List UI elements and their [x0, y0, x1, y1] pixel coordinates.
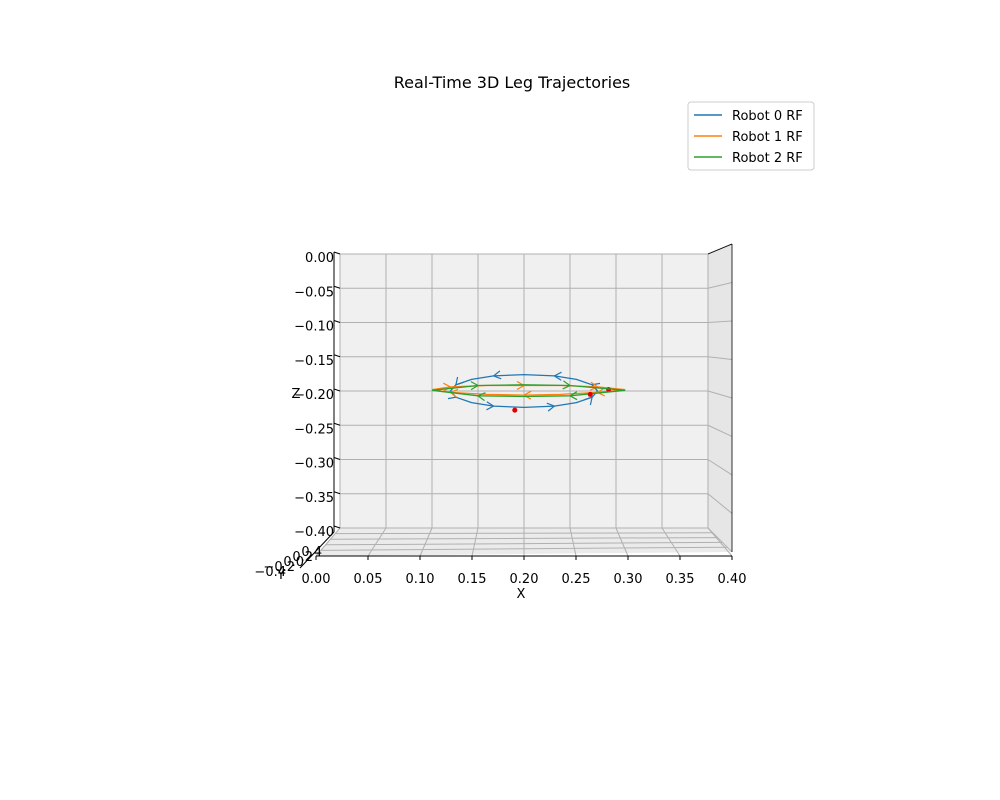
y-tick-label: −0.2: [263, 560, 295, 575]
direction-arrow-robot-2: [562, 380, 572, 390]
direction-arrow-robot-1: [522, 390, 532, 400]
y-tick-label: 0.2: [292, 550, 313, 565]
legend-item: Robot 2 RF: [694, 151, 803, 166]
legend-label-robot-1: Robot 1 RF: [732, 130, 803, 145]
side-gridline: [707, 459, 733, 476]
x-tick-label: 0.10: [406, 572, 435, 587]
x-axis-label: X: [517, 587, 526, 602]
floor-gridline: [315, 527, 341, 557]
y-gridline: [320, 546, 728, 551]
chart-title: Real-Time 3D Leg Trajectories: [394, 73, 631, 92]
side-gridline: [707, 320, 733, 323]
legend-label-robot-2: Robot 2 RF: [732, 151, 803, 166]
z-tick-label: 0.00: [305, 251, 334, 266]
z-tick-label: −0.20: [294, 388, 334, 403]
z-tick-label: −0.30: [294, 457, 334, 472]
legend-label-robot-0: Robot 0 RF: [732, 109, 803, 124]
side-gridline: [707, 527, 733, 553]
z-tick-label: −0.40: [294, 525, 334, 540]
z-tick-mark: [333, 320, 341, 323]
z-tick-mark: [333, 422, 341, 426]
floor-gridline: [367, 527, 387, 557]
legend-item: Robot 0 RF: [694, 109, 803, 124]
side-gridline: [707, 390, 733, 399]
z-tick-mark: [333, 457, 341, 460]
current-point-robot-0: [512, 407, 518, 413]
x-tick-label: 0.20: [510, 572, 539, 587]
y-axis-label: Y: [276, 568, 285, 583]
tick-labels: 0.00 0.05 0.10 0.15 0.20 0.25 0.30 0.35 0.400.00…: [254, 251, 746, 587]
z-tick-label: −0.25: [294, 422, 334, 437]
y-gridline: [330, 537, 718, 540]
grid-lines: [315, 243, 733, 557]
direction-arrow-robot-0: [590, 382, 601, 392]
direction-arrow-robot-0: [546, 402, 556, 412]
z-tick-label: −0.15: [294, 354, 334, 369]
y-tick-label: −0.4: [254, 565, 286, 580]
z-tick-mark: [333, 251, 341, 255]
direction-arrow-robot-0: [486, 401, 495, 411]
x-tick-label: 0.40: [718, 572, 747, 587]
z-tick-mark: [333, 285, 341, 289]
direction-arrow-robot-2: [476, 392, 486, 402]
z-axis-label: Z: [292, 387, 301, 402]
x-tick-label: 0.35: [666, 572, 695, 587]
direction-arrow-robot-2: [568, 391, 578, 401]
axes: [299, 243, 733, 569]
floor-gridline: [471, 527, 479, 557]
direction-arrow-robot-1: [516, 380, 526, 391]
x-tick-label: 0.30: [614, 572, 643, 587]
floor-gridline: [419, 527, 433, 557]
side-gridline: [707, 424, 733, 437]
legend-box: [687, 101, 815, 171]
current-point-robot-2: [587, 391, 593, 397]
y-axis-line: [299, 531, 335, 569]
right-side-pane: [708, 244, 732, 552]
z-tick-label: −0.05: [294, 285, 334, 300]
direction-arrow-robot-1: [589, 381, 599, 391]
legend-item: Robot 1 RF: [694, 130, 803, 145]
series-line-robot-0: [449, 373, 599, 409]
y-tick-label: 0.4: [301, 545, 322, 560]
legend: Robot 0 RF Robot 1 RF Robot 2 RF: [687, 101, 815, 171]
series-line-robot-2: [431, 384, 626, 398]
direction-arrow-robot-1: [443, 382, 452, 392]
z-tick-mark: [333, 354, 341, 358]
y-gridline: [325, 541, 723, 546]
x-tick-label: 0.05: [354, 572, 383, 587]
x-tick-label: 0.25: [562, 572, 591, 587]
z-tick-label: −0.35: [294, 491, 334, 506]
direction-arrow-robot-2: [470, 381, 480, 391]
direction-arrow-robot-0: [553, 371, 562, 381]
direction-arrow-robot-0: [584, 396, 593, 406]
x-tick-label: 0.00: [302, 572, 331, 587]
right-pane-edge: [707, 243, 733, 255]
z-tick-label: −0.10: [294, 320, 334, 335]
side-gridline: [707, 356, 733, 360]
plot-data: [431, 370, 626, 413]
z-tick-mark: [333, 388, 341, 392]
direction-arrow-robot-0: [492, 370, 502, 380]
z-tick-mark: [333, 525, 341, 529]
side-gridline: [707, 282, 733, 289]
z-tick-mark: [333, 491, 341, 495]
side-gridline: [707, 493, 733, 514]
x-tick-label: 0.15: [458, 572, 487, 587]
y-tick-label: 0.0: [283, 555, 304, 570]
y-gridline: [335, 532, 713, 535]
direction-arrow-robot-0: [455, 376, 464, 386]
